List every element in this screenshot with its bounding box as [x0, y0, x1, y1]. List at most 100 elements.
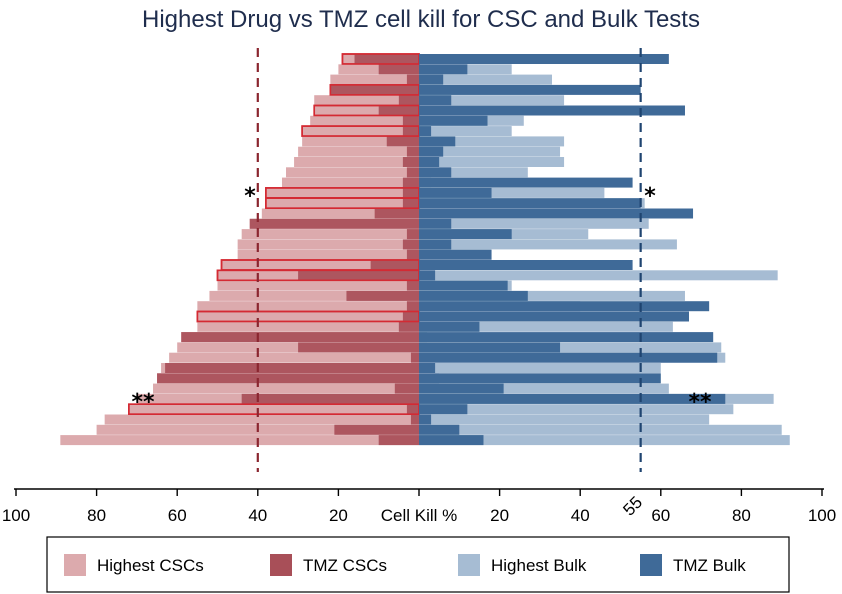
tmz-csc-bar	[370, 260, 419, 270]
tmz-bulk-bar	[419, 363, 436, 373]
tmz-csc-bar	[402, 126, 419, 137]
legend-box	[46, 536, 790, 593]
highest-csc-bar	[197, 321, 419, 332]
highest-csc-bar	[265, 187, 420, 199]
tmz-csc-bar	[406, 229, 419, 240]
highest-bulk-bar	[419, 136, 565, 147]
tmz-csc-bar	[398, 321, 419, 332]
significance-marker: *	[644, 184, 656, 209]
tmz-csc-bar	[402, 157, 419, 167]
tmz-bulk-bar	[419, 115, 488, 126]
highest-bulk-bar	[419, 435, 790, 446]
highest-csc-bar	[217, 280, 419, 291]
highest-csc-bar	[104, 414, 419, 425]
tmz-bulk-bar	[419, 95, 452, 106]
tmz-csc-bar	[406, 280, 419, 291]
tmz-csc-bar	[374, 208, 419, 219]
legend-swatch	[640, 554, 662, 576]
tmz-csc-bar	[394, 383, 419, 394]
tmz-bulk-bar	[419, 280, 508, 291]
tmz-csc-bar	[406, 301, 419, 312]
tmz-bulk-bar	[419, 311, 690, 322]
tmz-csc-bar	[402, 239, 419, 250]
tmz-csc-bar	[165, 363, 419, 373]
tmz-csc-bar	[378, 64, 419, 75]
x-tick-label: 60	[651, 506, 670, 525]
tmz-bulk-bar	[419, 187, 492, 198]
tmz-csc-bar	[354, 54, 419, 64]
x-tick-label: 80	[87, 506, 106, 525]
highest-csc-bar	[298, 146, 419, 157]
tmz-csc-bar	[402, 177, 419, 188]
highest-bulk-bar	[419, 404, 734, 415]
tmz-csc-bar	[157, 373, 420, 384]
right-bars-group	[419, 54, 790, 446]
tmz-csc-bar	[406, 167, 419, 178]
highest-csc-bar	[196, 310, 420, 323]
legend-label: Highest CSCs	[97, 556, 204, 575]
tmz-bulk-bar	[419, 177, 633, 188]
x-tick-label: 80	[732, 506, 751, 525]
left-bars-group	[60, 53, 420, 446]
tmz-csc-bar	[410, 352, 419, 363]
tmz-bulk-bar	[419, 198, 641, 209]
highest-bulk-bar	[419, 424, 782, 435]
legend-swatch	[270, 554, 292, 576]
legend: Highest CSCs TMZ CSCs Highest Bulk TMZ Bulk	[46, 536, 790, 593]
tmz-csc-bar	[298, 342, 419, 353]
tmz-bulk-bar	[419, 393, 726, 404]
highest-bulk-bar	[419, 126, 512, 137]
tmz-bulk-bar	[419, 239, 452, 250]
tmz-csc-bar	[402, 311, 419, 322]
highest-csc-bar	[310, 115, 419, 126]
tmz-csc-bar	[402, 198, 419, 209]
highest-csc-bar	[281, 177, 419, 188]
highest-bulk-bar	[419, 74, 552, 85]
x-tick-label: 40	[248, 506, 267, 525]
x-tick-label: 100	[2, 506, 30, 525]
tmz-bulk-bar	[419, 84, 641, 95]
highest-bulk-bar	[419, 146, 561, 157]
tmz-csc-bar	[378, 105, 419, 116]
tmz-bulk-bar	[419, 301, 710, 312]
x-tick-label: 20	[490, 506, 509, 525]
x-tick-label: 60	[168, 506, 187, 525]
tmz-bulk-bar	[419, 105, 685, 116]
highest-csc-bar	[301, 125, 420, 137]
tmz-bulk-bar	[419, 74, 444, 85]
tmz-csc-bar	[181, 332, 419, 343]
tmz-bulk-bar	[419, 208, 694, 219]
highest-bulk-bar	[419, 270, 778, 281]
tmz-csc-bar	[346, 290, 419, 301]
x-axis: 100 80 60 40 20 20 40 60 80 100 Cell Kill %	[2, 488, 836, 525]
tmz-bulk-bar	[419, 167, 452, 178]
highest-csc-bar	[237, 249, 419, 260]
chart-title: Highest Drug vs TMZ cell kill for CSC an…	[142, 6, 700, 33]
highest-bulk-bar	[419, 187, 605, 198]
highest-bulk-bar	[419, 290, 685, 301]
x-axis-label: Cell Kill %	[381, 506, 458, 525]
legend-swatch	[458, 554, 480, 576]
tmz-csc-bar	[410, 414, 419, 425]
tmz-csc-bar	[406, 404, 419, 415]
tmz-bulk-bar	[419, 136, 456, 147]
highest-bulk-bar	[419, 414, 710, 425]
tmz-csc-bar	[298, 270, 419, 281]
highest-bulk-bar	[419, 95, 565, 106]
tmz-bulk-bar	[419, 218, 452, 229]
tmz-bulk-bar	[419, 352, 718, 363]
tmz-bulk-bar	[419, 229, 512, 240]
highest-csc-bar	[128, 403, 420, 416]
highest-csc-bar	[169, 352, 419, 363]
highest-bulk-bar	[419, 321, 673, 332]
tmz-csc-bar	[334, 424, 419, 435]
legend-label: Highest Bulk	[491, 556, 587, 575]
highest-bulk-bar	[419, 383, 669, 394]
highest-bulk-bar	[419, 157, 565, 167]
tmz-bulk-bar	[419, 249, 492, 260]
tmz-bulk-bar	[419, 373, 661, 384]
highest-bulk-bar	[419, 363, 661, 373]
significance-marker: *	[244, 184, 256, 209]
tmz-bulk-bar	[419, 383, 504, 394]
tmz-bulk-bar	[419, 332, 714, 343]
